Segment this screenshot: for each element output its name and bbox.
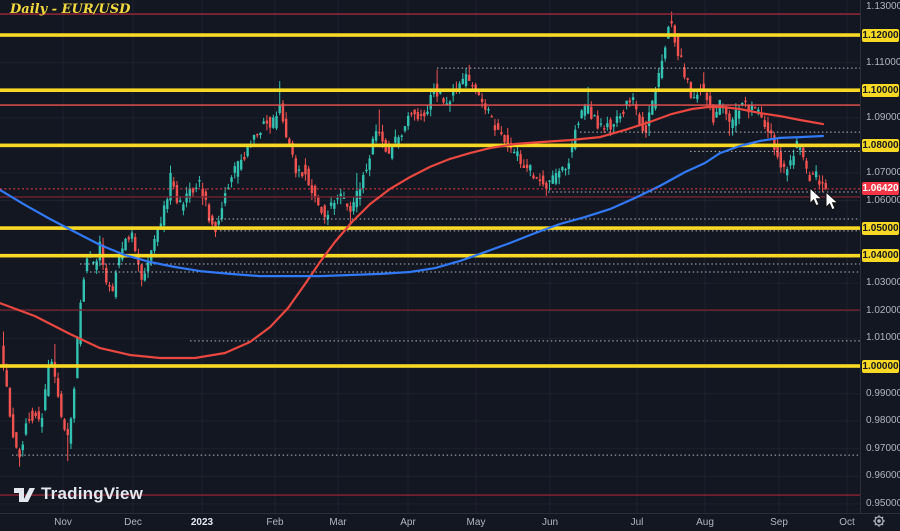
time-axis-label: Jun: [541, 517, 559, 528]
time-axis-label: Feb: [266, 517, 284, 528]
price-axis-label: 1.13000: [866, 1, 900, 13]
time-axis-label: Aug: [696, 517, 714, 528]
price-axis-label: 0.98000: [866, 415, 900, 427]
price-axis-label: 1.01000: [866, 332, 900, 344]
time-axis-label: Mar: [329, 517, 347, 528]
time-axis-label: Apr: [400, 517, 416, 528]
price-axis-label: 0.97000: [866, 442, 900, 454]
key-level-badge: 1.05000: [862, 221, 899, 235]
time-axis-label: May: [466, 517, 486, 528]
time-axis-label: 2023: [190, 517, 214, 528]
time-axis-label: Sep: [770, 517, 788, 528]
price-axis-label: 1.11000: [866, 56, 900, 68]
tradingview-watermark: TradingView: [14, 484, 143, 504]
chart-canvas[interactable]: [0, 0, 860, 513]
price-axis-label: 1.02000: [866, 304, 900, 316]
key-level-badge: 1.12000: [862, 28, 899, 42]
price-axis-label: 1.07000: [866, 166, 900, 178]
time-axis-label: Jul: [630, 517, 644, 528]
price-axis-label: 0.95000: [866, 497, 900, 509]
price-axis-label: 0.99000: [866, 387, 900, 399]
price-axis-label: 1.09000: [866, 111, 900, 123]
price-axis-label: 0.96000: [866, 470, 900, 482]
price-axis-label: 1.03000: [866, 277, 900, 289]
tradingview-logo-text: TradingView: [41, 484, 144, 503]
key-level-badge: 1.10000: [862, 83, 899, 97]
tradingview-logo-icon: [14, 487, 35, 502]
key-level-badge: 1.08000: [862, 138, 899, 152]
axis-settings-gear-icon[interactable]: [869, 512, 889, 530]
key-level-badge: 1.04000: [862, 249, 899, 263]
time-axis-label: Dec: [124, 517, 142, 528]
current-price-badge: 1.06420: [862, 182, 899, 196]
time-axis-label: Oct: [839, 517, 855, 528]
chart-title: Daily - EUR/USD: [10, 2, 131, 17]
time-axis-label: Nov: [54, 517, 72, 528]
price-axis[interactable]: 1.13000 1.12000 1.11000 1.10000 1.09000 1.080…: [860, 0, 900, 513]
price-axis-label: 1.06000: [866, 194, 900, 206]
key-level-badge: 1.00000: [862, 359, 899, 373]
time-axis[interactable]: Nov Dec 2023 Feb Mar Apr May Jun Jul Aug Sep Oct: [0, 513, 900, 531]
